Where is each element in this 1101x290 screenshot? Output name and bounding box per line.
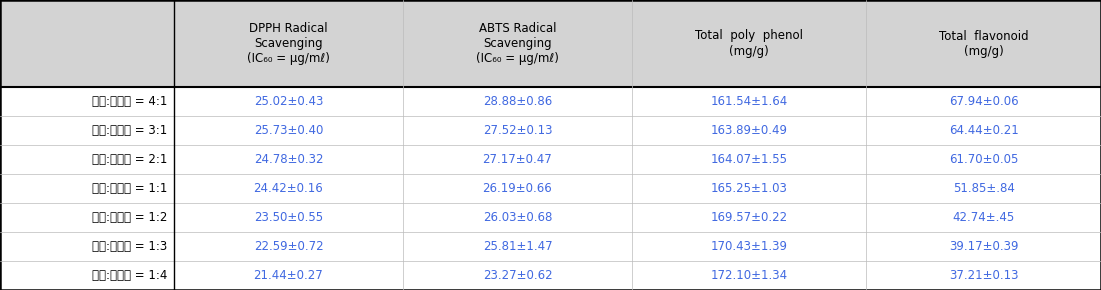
- Text: 161.54±1.64: 161.54±1.64: [710, 95, 788, 108]
- Bar: [866, 145, 1101, 174]
- Bar: [866, 232, 1101, 261]
- Bar: [866, 87, 1101, 116]
- Bar: [174, 203, 403, 232]
- Text: 황련:오수유 = 1:3: 황련:오수유 = 1:3: [92, 240, 167, 253]
- Text: 황련:오수유 = 4:1: 황련:오수유 = 4:1: [92, 95, 167, 108]
- Bar: [632, 203, 866, 232]
- Bar: [403, 232, 632, 261]
- Text: 170.43±1.39: 170.43±1.39: [711, 240, 787, 253]
- Text: 24.42±0.16: 24.42±0.16: [253, 182, 324, 195]
- Text: DPPH Radical
Scavenging
(IC₆₀ = μg/mℓ): DPPH Radical Scavenging (IC₆₀ = μg/mℓ): [247, 22, 330, 65]
- Text: 169.57±0.22: 169.57±0.22: [710, 211, 788, 224]
- Text: 164.07±1.55: 164.07±1.55: [711, 153, 787, 166]
- Text: 64.44±0.21: 64.44±0.21: [949, 124, 1018, 137]
- Text: 황련:오수유 = 1:1: 황련:오수유 = 1:1: [92, 182, 167, 195]
- Text: 22.59±0.72: 22.59±0.72: [253, 240, 324, 253]
- Bar: [174, 145, 403, 174]
- Text: 황련:오수유 = 3:1: 황련:오수유 = 3:1: [92, 124, 167, 137]
- Text: 28.88±0.86: 28.88±0.86: [483, 95, 552, 108]
- Bar: [632, 116, 866, 145]
- Bar: [866, 203, 1101, 232]
- Bar: [0, 232, 174, 261]
- Bar: [403, 203, 632, 232]
- Text: 24.78±0.32: 24.78±0.32: [253, 153, 324, 166]
- Text: 26.19±0.66: 26.19±0.66: [482, 182, 553, 195]
- Text: 51.85±.84: 51.85±.84: [952, 182, 1015, 195]
- Bar: [866, 116, 1101, 145]
- Text: 21.44±0.27: 21.44±0.27: [253, 269, 324, 282]
- Text: 황련:오수유 = 1:4: 황련:오수유 = 1:4: [92, 269, 167, 282]
- Bar: [403, 261, 632, 290]
- Bar: [403, 174, 632, 203]
- Text: 163.89±0.49: 163.89±0.49: [711, 124, 787, 137]
- Bar: [0, 87, 174, 116]
- Bar: [632, 174, 866, 203]
- Bar: [174, 87, 403, 116]
- Text: Total  poly  phenol
(mg/g): Total poly phenol (mg/g): [695, 30, 804, 57]
- Text: 23.27±0.62: 23.27±0.62: [482, 269, 553, 282]
- Bar: [866, 261, 1101, 290]
- Text: 25.02±0.43: 25.02±0.43: [253, 95, 324, 108]
- Text: 37.21±0.13: 37.21±0.13: [949, 269, 1018, 282]
- Bar: [632, 261, 866, 290]
- Text: 26.03±0.68: 26.03±0.68: [482, 211, 553, 224]
- Bar: [403, 0, 632, 87]
- Text: 27.17±0.47: 27.17±0.47: [482, 153, 553, 166]
- Text: 67.94±0.06: 67.94±0.06: [949, 95, 1018, 108]
- Bar: [632, 0, 866, 87]
- Bar: [174, 116, 403, 145]
- Bar: [0, 116, 174, 145]
- Bar: [866, 174, 1101, 203]
- Bar: [632, 145, 866, 174]
- Bar: [0, 174, 174, 203]
- Text: 61.70±0.05: 61.70±0.05: [949, 153, 1018, 166]
- Bar: [403, 145, 632, 174]
- Bar: [174, 232, 403, 261]
- Bar: [632, 232, 866, 261]
- Text: 황련:오수유 = 1:2: 황련:오수유 = 1:2: [92, 211, 167, 224]
- Text: ABTS Radical
Scavenging
(IC₆₀ = μg/mℓ): ABTS Radical Scavenging (IC₆₀ = μg/mℓ): [476, 22, 559, 65]
- Bar: [0, 261, 174, 290]
- Bar: [403, 87, 632, 116]
- Text: 165.25±1.03: 165.25±1.03: [711, 182, 787, 195]
- Bar: [174, 261, 403, 290]
- Text: 25.73±0.40: 25.73±0.40: [253, 124, 324, 137]
- Bar: [174, 0, 403, 87]
- Text: 27.52±0.13: 27.52±0.13: [482, 124, 553, 137]
- Bar: [0, 203, 174, 232]
- Text: 172.10±1.34: 172.10±1.34: [710, 269, 788, 282]
- Bar: [403, 116, 632, 145]
- Bar: [0, 145, 174, 174]
- Text: 황련:오수유 = 2:1: 황련:오수유 = 2:1: [92, 153, 167, 166]
- Text: 25.81±1.47: 25.81±1.47: [482, 240, 553, 253]
- Text: 23.50±0.55: 23.50±0.55: [254, 211, 323, 224]
- Text: 39.17±0.39: 39.17±0.39: [949, 240, 1018, 253]
- Text: Total  flavonoid
(mg/g): Total flavonoid (mg/g): [939, 30, 1028, 57]
- Bar: [0, 0, 174, 87]
- Bar: [174, 174, 403, 203]
- Text: 42.74±.45: 42.74±.45: [952, 211, 1015, 224]
- Bar: [632, 87, 866, 116]
- Bar: [866, 0, 1101, 87]
